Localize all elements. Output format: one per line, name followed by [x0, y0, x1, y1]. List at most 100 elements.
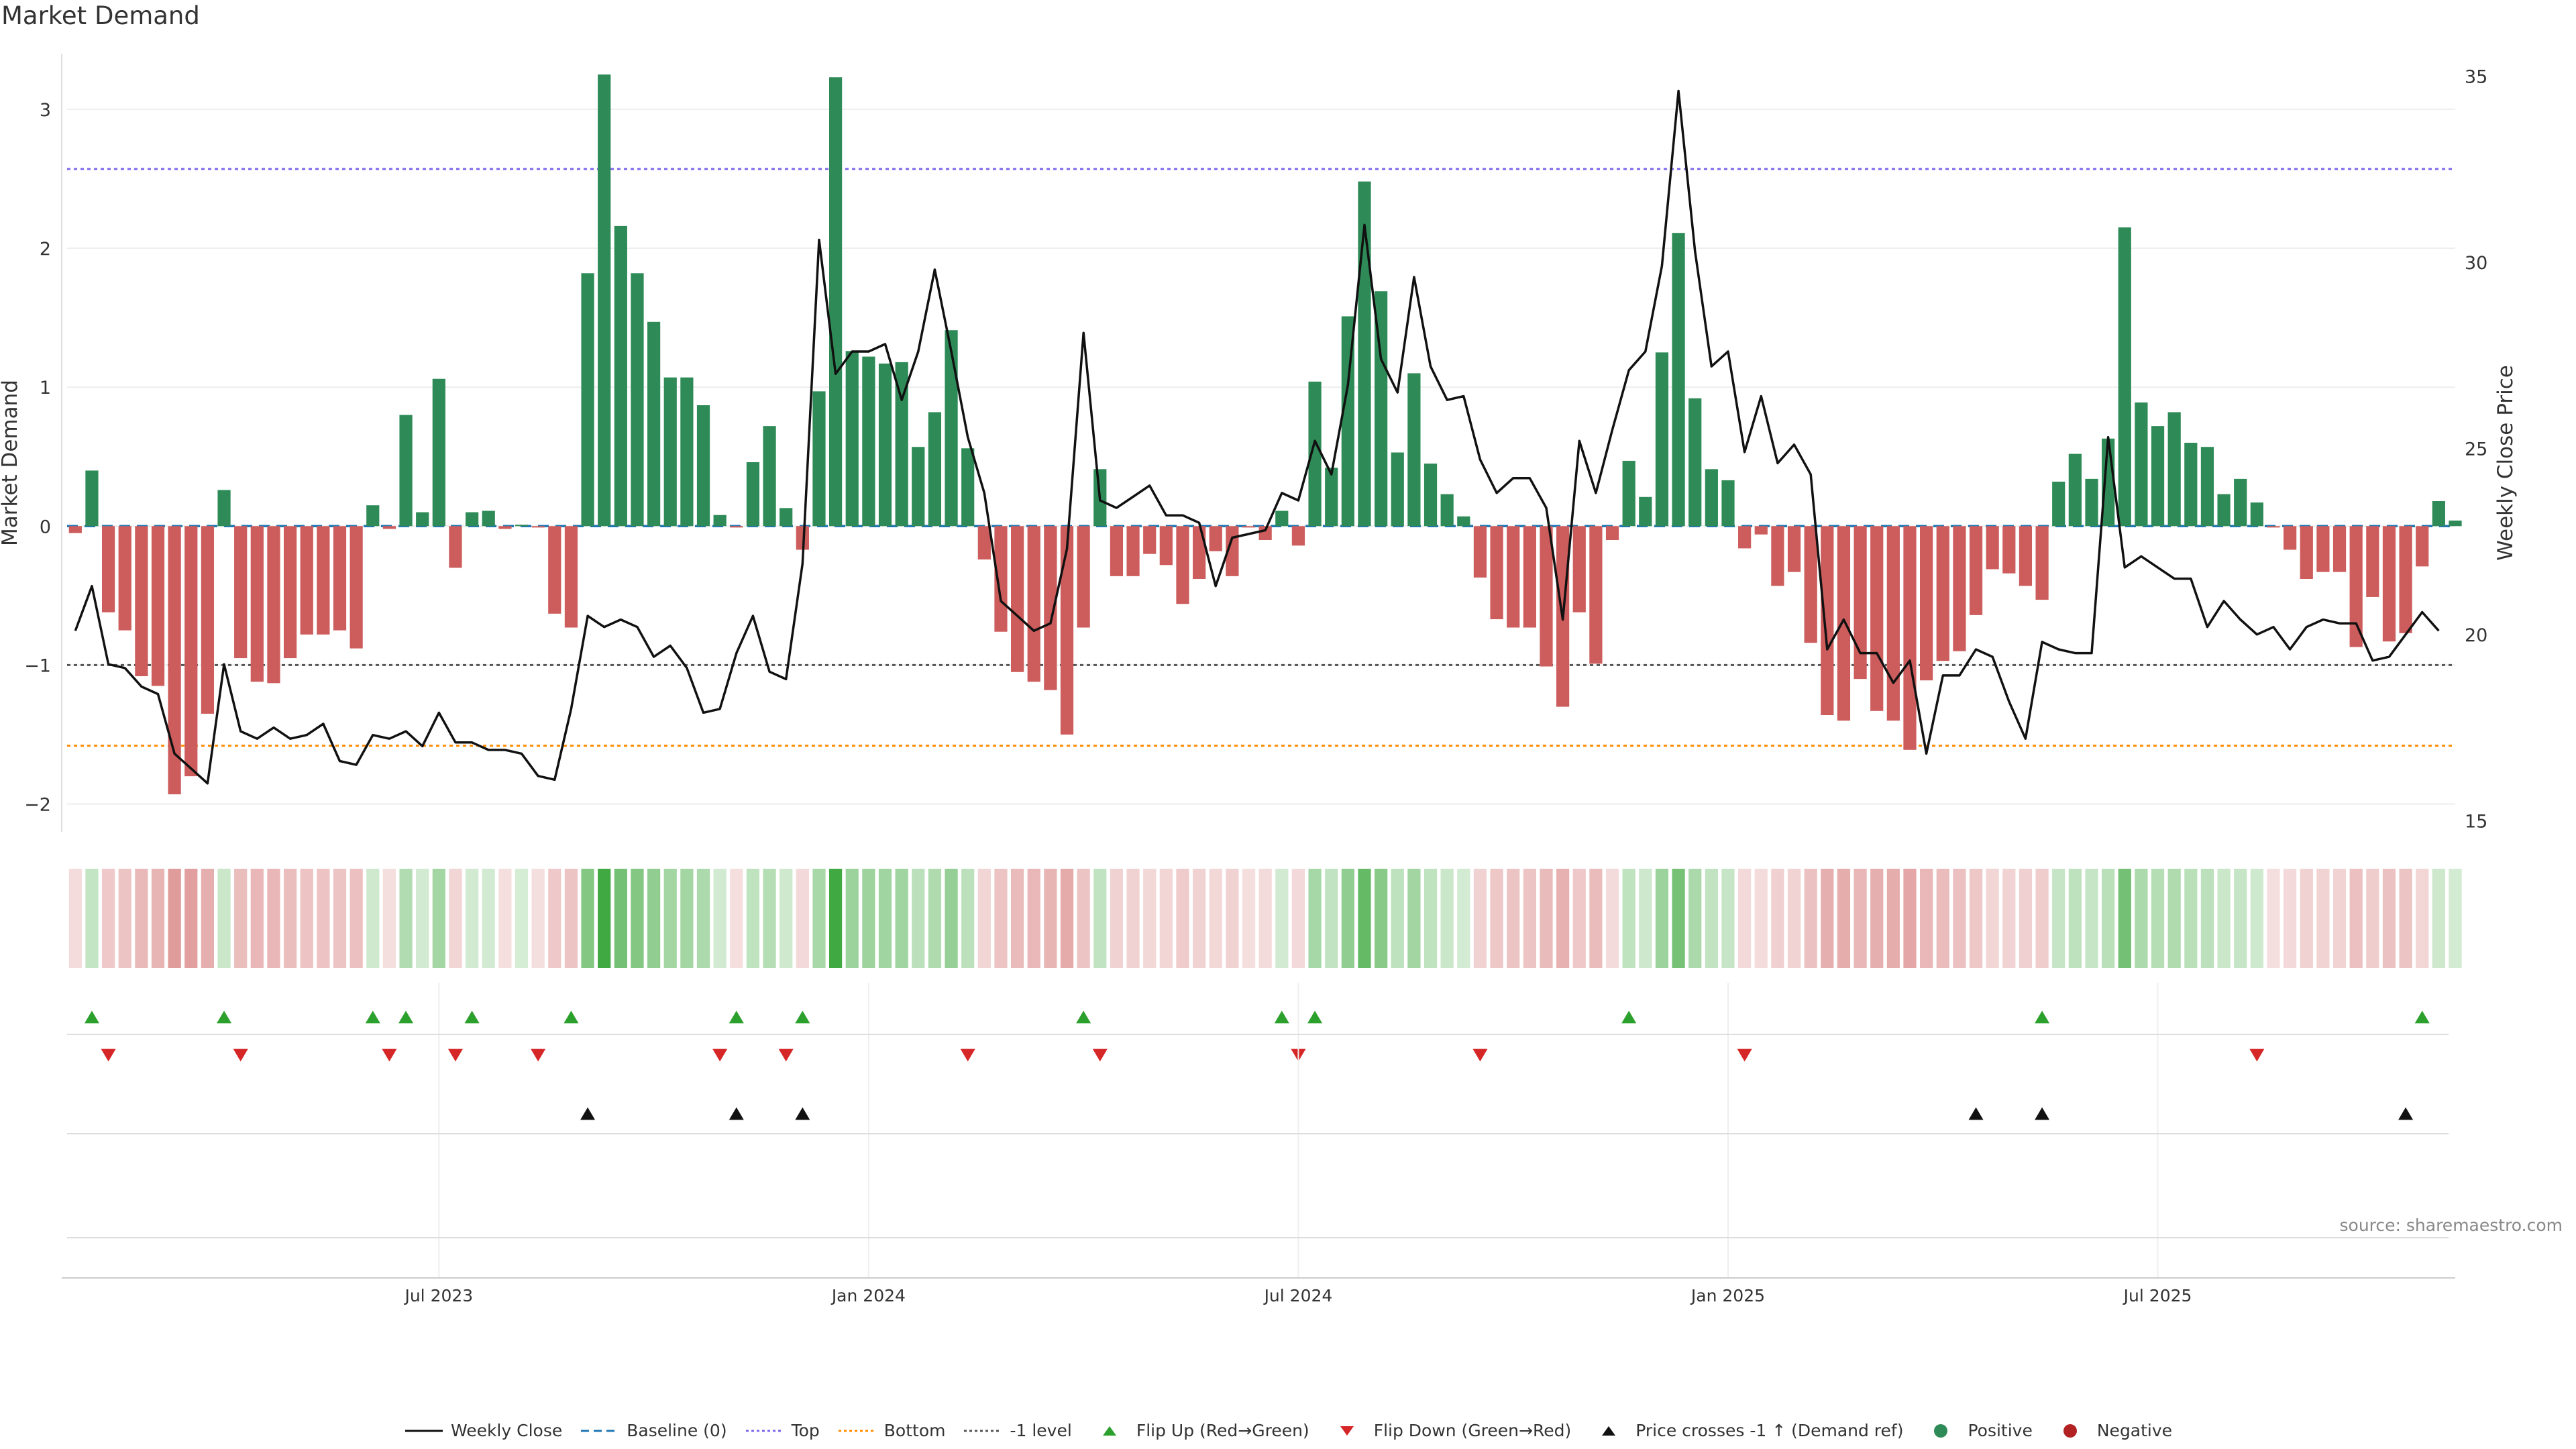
price-cross-marker — [729, 1107, 744, 1120]
legend-item-flip-down: Flip Down (Green→Red) — [1327, 1421, 1571, 1440]
demand-bar — [713, 515, 727, 527]
demand-bar — [1721, 480, 1735, 527]
heat-cell — [1771, 869, 1784, 968]
y-axis-title: Market Demand — [0, 380, 22, 546]
demand-bar — [1258, 526, 1272, 540]
heat-cell — [977, 869, 991, 968]
demand-bar — [498, 526, 512, 529]
demand-bar — [2316, 526, 2330, 572]
flip-up-marker — [2414, 1010, 2430, 1024]
heat-cell — [2052, 869, 2065, 968]
demand-bar — [2151, 426, 2165, 527]
heat-cell — [1572, 869, 1586, 968]
demand-bar — [812, 391, 826, 527]
heat-cell — [1143, 869, 1157, 968]
y-tick-label: 2 — [40, 239, 51, 260]
heat-cell — [432, 869, 445, 968]
heat-cell — [780, 869, 793, 968]
demand-bar — [763, 426, 776, 527]
heat-cell — [399, 869, 413, 968]
heat-cell — [118, 869, 131, 968]
heat-cell — [2332, 869, 2347, 968]
heat-cell — [1523, 869, 1536, 968]
demand-bar — [2002, 526, 2016, 574]
legend-label: Price crosses -1 ↑ (Demand ref) — [1635, 1421, 1904, 1440]
heat-cell — [267, 869, 280, 968]
demand-bar — [1523, 526, 1536, 628]
heat-cell — [713, 869, 727, 968]
flip-up-marker — [398, 1010, 414, 1024]
demand-bar — [2449, 521, 2462, 527]
demand-bar — [2399, 526, 2412, 633]
demand-bar — [1771, 526, 1784, 586]
heat-cell — [746, 869, 760, 968]
demand-bar — [382, 526, 396, 529]
heat-cell — [1969, 869, 1983, 968]
demand-bar — [1540, 526, 1553, 667]
demand-bar — [2250, 502, 2263, 527]
demand-bar — [2019, 526, 2033, 586]
heat-cell — [1275, 869, 1289, 968]
flip-up-marker — [729, 1010, 744, 1024]
heat-cell — [151, 869, 165, 968]
heat-cell — [1291, 869, 1305, 968]
demand-bar — [780, 508, 793, 527]
heat-cell — [1093, 869, 1107, 968]
heat-cell — [696, 869, 710, 968]
y2-tick-label: 25 — [2465, 439, 2487, 460]
flip-up-marker — [365, 1010, 380, 1024]
heat-cell — [1920, 869, 1933, 968]
demand-bar — [432, 378, 445, 527]
legend: Weekly Close Baseline (0) Top Bottom -1 leve… — [0, 1421, 2576, 1440]
demand-bar — [1870, 526, 1884, 711]
demand-bar — [1953, 526, 1966, 651]
legend-label: -1 level — [1010, 1421, 1072, 1440]
demand-bar — [85, 470, 99, 527]
heat-cell — [531, 869, 545, 968]
demand-bar — [399, 415, 413, 527]
heat-cell — [68, 869, 82, 968]
heat-cell — [1473, 869, 1487, 968]
demand-bar — [1622, 460, 1635, 527]
heat-cell — [1242, 869, 1256, 968]
legend-swatch — [1934, 1424, 1948, 1438]
demand-bar — [1375, 291, 1388, 527]
y-tick-label: −1 — [24, 655, 51, 676]
heat-cell — [1193, 869, 1206, 968]
demand-bar — [730, 526, 743, 528]
heat-cell — [2449, 869, 2462, 968]
demand-bar — [696, 405, 710, 527]
demand-bar — [1754, 526, 1768, 535]
demand-bar — [1821, 526, 1834, 715]
heat-cell — [1804, 869, 1817, 968]
heat-cell — [1936, 869, 1949, 968]
demand-bar — [1854, 526, 1867, 680]
demand-bar — [2284, 526, 2297, 550]
demand-bar — [977, 526, 991, 559]
heat-cell — [1209, 869, 1222, 968]
heat-cell — [1126, 869, 1140, 968]
legend-label: Flip Up (Red→Green) — [1136, 1421, 1309, 1440]
legend-item-cross: Price crosses -1 ↑ (Demand ref) — [1589, 1421, 1903, 1440]
flip-down-marker — [1472, 1049, 1488, 1062]
demand-bar — [1193, 526, 1206, 579]
heat-cell — [2316, 869, 2330, 968]
demand-bar — [1589, 526, 1603, 664]
y2-tick-label: 15 — [2465, 811, 2487, 832]
demand-bar — [267, 526, 280, 684]
demand-bar — [1837, 526, 1851, 721]
legend-item-flip-up: Flip Up (Red→Green) — [1089, 1421, 1309, 1440]
demand-bar — [1407, 373, 1421, 527]
heat-cell — [2300, 869, 2313, 968]
legend-label: Negative — [2096, 1421, 2173, 1440]
demand-bar — [796, 526, 809, 550]
heat-cell — [1622, 869, 1635, 968]
legend-item-baseline: Baseline (0) — [580, 1421, 727, 1440]
heat-cell — [1821, 869, 1834, 968]
heat-cell — [2118, 869, 2131, 968]
heat-cell — [350, 869, 363, 968]
flip-down-marker — [960, 1049, 975, 1062]
demand-bar — [482, 511, 495, 527]
demand-bar — [1473, 526, 1487, 578]
demand-bar — [2416, 526, 2429, 567]
